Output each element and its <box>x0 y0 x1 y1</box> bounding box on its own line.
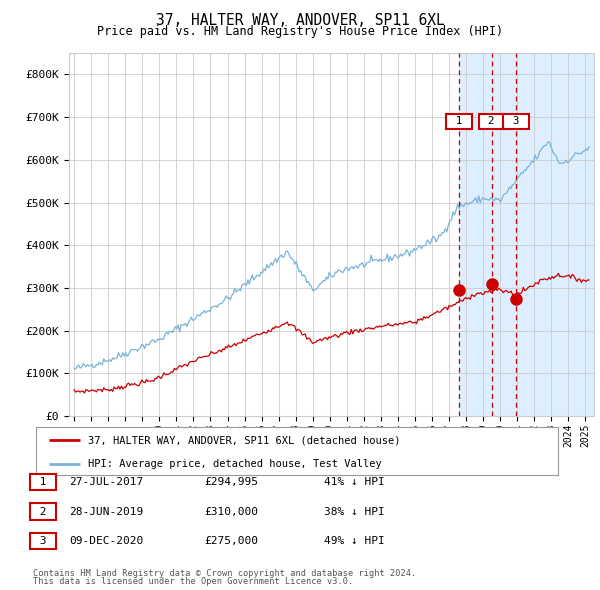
Text: 1: 1 <box>449 116 469 126</box>
Text: 41% ↓ HPI: 41% ↓ HPI <box>324 477 385 487</box>
Text: 2: 2 <box>33 507 53 516</box>
Text: 3: 3 <box>506 116 526 126</box>
Text: Price paid vs. HM Land Registry's House Price Index (HPI): Price paid vs. HM Land Registry's House … <box>97 25 503 38</box>
Text: 49% ↓ HPI: 49% ↓ HPI <box>324 536 385 546</box>
Text: 27-JUL-2017: 27-JUL-2017 <box>69 477 143 487</box>
Text: 2: 2 <box>481 116 502 126</box>
Text: 38% ↓ HPI: 38% ↓ HPI <box>324 507 385 516</box>
Text: HPI: Average price, detached house, Test Valley: HPI: Average price, detached house, Test… <box>88 459 382 469</box>
Text: 37, HALTER WAY, ANDOVER, SP11 6XL (detached house): 37, HALTER WAY, ANDOVER, SP11 6XL (detac… <box>88 435 401 445</box>
Text: 1: 1 <box>33 477 53 487</box>
Text: 09-DEC-2020: 09-DEC-2020 <box>69 536 143 546</box>
Text: This data is licensed under the Open Government Licence v3.0.: This data is licensed under the Open Gov… <box>33 578 353 586</box>
Text: 37, HALTER WAY, ANDOVER, SP11 6XL: 37, HALTER WAY, ANDOVER, SP11 6XL <box>155 13 445 28</box>
Text: Contains HM Land Registry data © Crown copyright and database right 2024.: Contains HM Land Registry data © Crown c… <box>33 569 416 578</box>
Text: £294,995: £294,995 <box>204 477 258 487</box>
Text: £275,000: £275,000 <box>204 536 258 546</box>
Text: 28-JUN-2019: 28-JUN-2019 <box>69 507 143 516</box>
Text: £310,000: £310,000 <box>204 507 258 516</box>
Text: 3: 3 <box>33 536 53 546</box>
Bar <box>459 53 600 416</box>
